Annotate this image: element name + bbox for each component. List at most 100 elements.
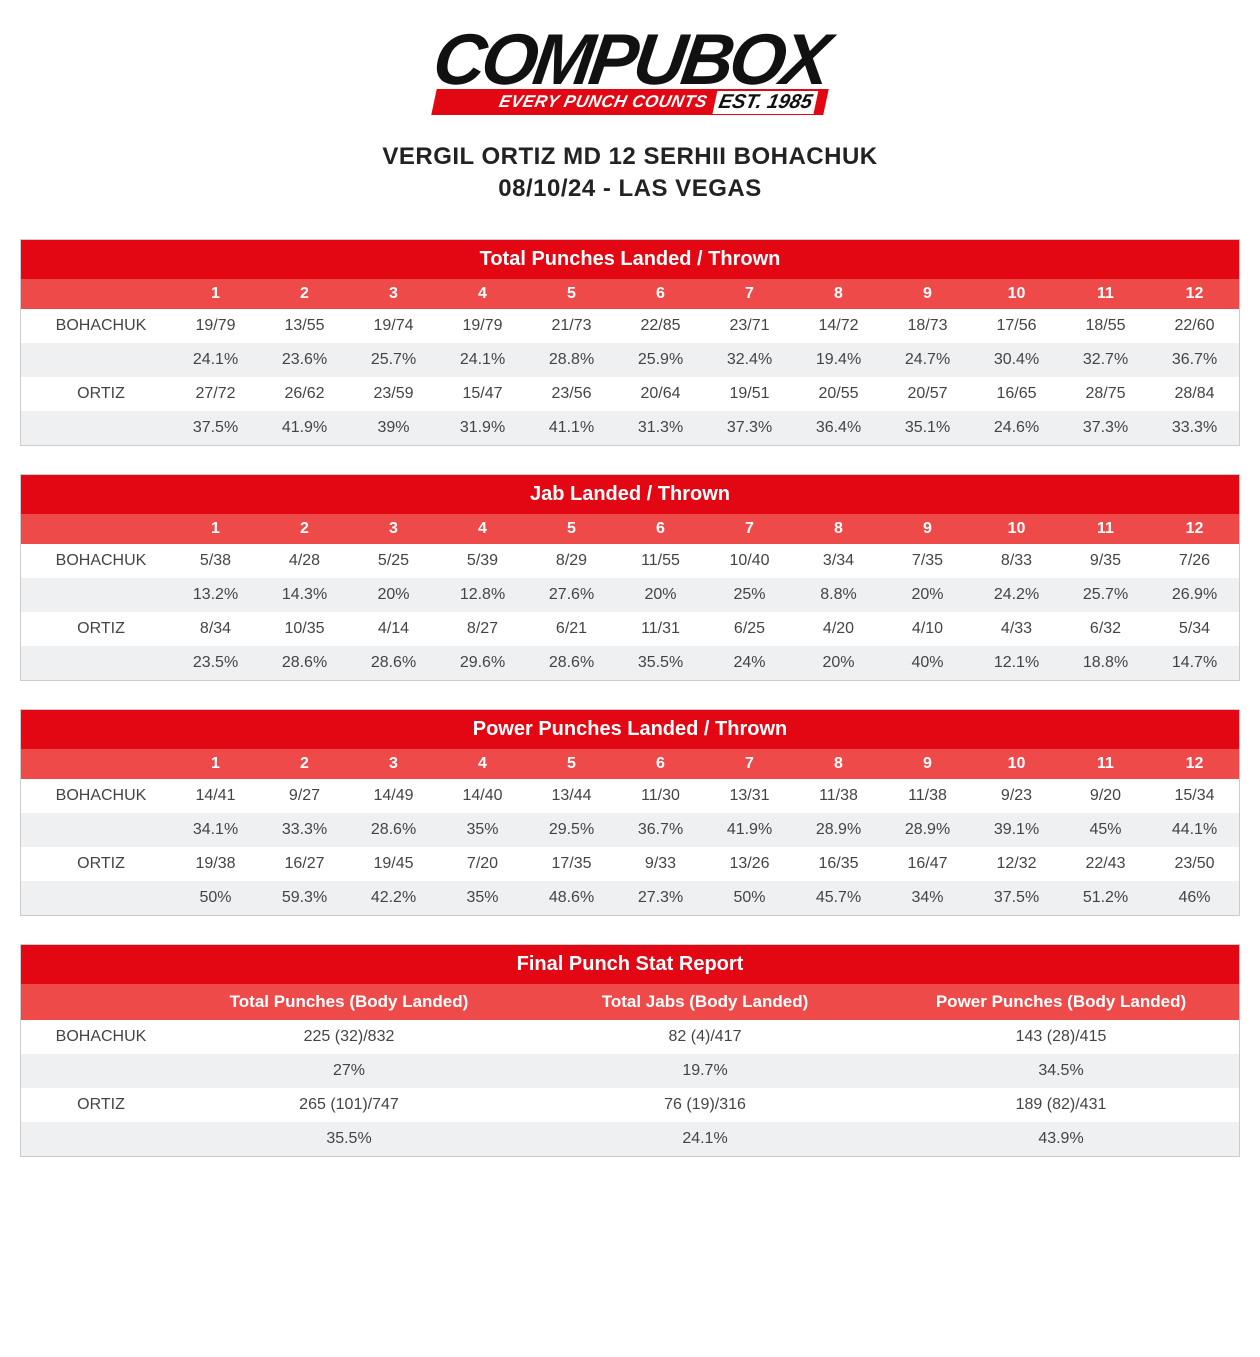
jab-fighter-a-lt-r1: 5/38 <box>171 544 260 578</box>
total-fighter-b-pct-r12: 33.3% <box>1150 411 1239 445</box>
power-fighter-a-lt-r7: 13/31 <box>705 779 794 813</box>
total-title: Total Punches Landed / Thrown <box>21 240 1239 279</box>
jab-fighter-b-lt-r3: 4/14 <box>349 612 438 646</box>
power-fighter-a-pct-r9: 28.9% <box>883 813 972 847</box>
power-fighter-b-lt-r11: 22/43 <box>1061 847 1150 881</box>
round-2: 2 <box>260 514 349 544</box>
jab-fighter-a-lt-r10: 8/33 <box>972 544 1061 578</box>
power-fighter-b-lt-name: ORTIZ <box>21 847 171 881</box>
jab-title: Jab Landed / Thrown <box>21 475 1239 514</box>
power-fighter-b-lt-r12: 23/50 <box>1150 847 1239 881</box>
jab-fighter-b-lt-r8: 4/20 <box>794 612 883 646</box>
power-fighter-a-pct-r4: 35% <box>438 813 527 847</box>
power-fighter-a-pct-r8: 28.9% <box>794 813 883 847</box>
total-fighter-a-pct-r6: 25.9% <box>616 343 705 377</box>
total-fighter-b-lt-r10: 16/65 <box>972 377 1061 411</box>
total-table: Total Punches Landed / Thrown12345678910… <box>20 239 1240 446</box>
round-2: 2 <box>260 749 349 779</box>
total-fighter-a-lt-r2: 13/55 <box>260 309 349 343</box>
total-fighter-a-lt-r4: 19/79 <box>438 309 527 343</box>
fight-title: VERGIL ORTIZ MD 12 SERHII BOHACHUK <box>20 143 1240 171</box>
logo: COMPUBOX EVERY PUNCH COUNTS EST. 1985 <box>20 30 1240 115</box>
total-fighter-a-lt-r11: 18/55 <box>1061 309 1150 343</box>
power-fighter-a-pct-r5: 29.5% <box>527 813 616 847</box>
jab-fighter-a-lt-r3: 5/25 <box>349 544 438 578</box>
power-fighter-a-pct-r12: 44.1% <box>1150 813 1239 847</box>
jab-fighter-b-lt-r6: 11/31 <box>616 612 705 646</box>
jab-fighter-b-pct-name <box>21 646 171 680</box>
total-fighter-b-pct-r1: 37.5% <box>171 411 260 445</box>
jab-fighter-b-lt-r10: 4/33 <box>972 612 1061 646</box>
round-12: 12 <box>1150 749 1239 779</box>
round-7: 7 <box>705 514 794 544</box>
total-fighter-a-lt-r8: 14/72 <box>794 309 883 343</box>
power-fighter-b-pct-r10: 37.5% <box>972 881 1061 915</box>
round-7: 7 <box>705 279 794 309</box>
jab-fighter-a-pct-r12: 26.9% <box>1150 578 1239 612</box>
jab-fighter-b-lt-r5: 6/21 <box>527 612 616 646</box>
round-8: 8 <box>794 279 883 309</box>
jab-fighter-b-lt-r12: 5/34 <box>1150 612 1239 646</box>
power-fighter-b-lt-r9: 16/47 <box>883 847 972 881</box>
final-fighter-b: ORTIZ <box>21 1088 171 1122</box>
round-3: 3 <box>349 514 438 544</box>
final-col-2: Power Punches (Body Landed) <box>883 984 1239 1020</box>
power-fighter-b-pct-r11: 51.2% <box>1061 881 1150 915</box>
total-fighter-b-lt-r5: 23/56 <box>527 377 616 411</box>
jab-fighter-a-pct-r3: 20% <box>349 578 438 612</box>
jab-fighter-a-pct-r5: 27.6% <box>527 578 616 612</box>
power-fighter-b-lt-r8: 16/35 <box>794 847 883 881</box>
round-9: 9 <box>883 279 972 309</box>
final-fighter-a: BOHACHUK <box>21 1020 171 1054</box>
power-fighter-b-lt-r4: 7/20 <box>438 847 527 881</box>
power-fighter-b-lt-r7: 13/26 <box>705 847 794 881</box>
final-b-total-pct: 35.5% <box>171 1122 527 1156</box>
jab-fighter-a-pct-r2: 14.3% <box>260 578 349 612</box>
logo-text: COMPUBOX <box>430 30 831 91</box>
jab-fighter-a-pct-name <box>21 578 171 612</box>
power-fighter-a-pct-name <box>21 813 171 847</box>
total-fighter-a-pct-r2: 23.6% <box>260 343 349 377</box>
power-fighter-b-pct-r5: 48.6% <box>527 881 616 915</box>
final-a-total-pct: 27% <box>171 1054 527 1088</box>
jab-fighter-a-lt-r12: 7/26 <box>1150 544 1239 578</box>
jab-fighter-a-lt-r2: 4/28 <box>260 544 349 578</box>
power-fighter-a-lt-r8: 11/38 <box>794 779 883 813</box>
total-fighter-b-lt-r6: 20/64 <box>616 377 705 411</box>
final-title: Final Punch Stat Report <box>21 945 1239 984</box>
power-fighter-b-pct-r8: 45.7% <box>794 881 883 915</box>
round-3: 3 <box>349 279 438 309</box>
jab-fighter-a-pct-r9: 20% <box>883 578 972 612</box>
round-3: 3 <box>349 749 438 779</box>
final-a-power: 143 (28)/415 <box>883 1020 1239 1054</box>
round-9: 9 <box>883 749 972 779</box>
logo-est: EST. 1985 <box>713 91 819 114</box>
total-fighter-a-lt-r7: 23/71 <box>705 309 794 343</box>
total-fighter-a-lt-r5: 21/73 <box>527 309 616 343</box>
round-1: 1 <box>171 514 260 544</box>
jab-fighter-b-pct-r2: 28.6% <box>260 646 349 680</box>
total-fighter-b-pct-r4: 31.9% <box>438 411 527 445</box>
power-fighter-a-pct-r3: 28.6% <box>349 813 438 847</box>
jab-fighter-b-pct-r6: 35.5% <box>616 646 705 680</box>
final-report-table: Final Punch Stat Report Total Punches (B… <box>20 944 1240 1157</box>
power-table: Power Punches Landed / Thrown12345678910… <box>20 709 1240 916</box>
logo-bar: EVERY PUNCH COUNTS EST. 1985 <box>431 89 829 115</box>
jab-fighter-b-pct-r10: 12.1% <box>972 646 1061 680</box>
power-fighter-a-lt-r4: 14/40 <box>438 779 527 813</box>
round-12: 12 <box>1150 514 1239 544</box>
jab-fighter-a-pct-r10: 24.2% <box>972 578 1061 612</box>
total-fighter-b-lt-r11: 28/75 <box>1061 377 1150 411</box>
round-8: 8 <box>794 749 883 779</box>
round-5: 5 <box>527 749 616 779</box>
jab-fighter-a-pct-r7: 25% <box>705 578 794 612</box>
power-fighter-a-pct-r7: 41.9% <box>705 813 794 847</box>
power-title: Power Punches Landed / Thrown <box>21 710 1239 749</box>
total-fighter-b-pct-r3: 39% <box>349 411 438 445</box>
jab-fighter-b-pct-r1: 23.5% <box>171 646 260 680</box>
round-11: 11 <box>1061 749 1150 779</box>
total-fighter-a-pct-r5: 28.8% <box>527 343 616 377</box>
power-fighter-a-lt-r10: 9/23 <box>972 779 1061 813</box>
jab-fighter-b-lt-r2: 10/35 <box>260 612 349 646</box>
final-b-jabs-pct: 24.1% <box>527 1122 883 1156</box>
